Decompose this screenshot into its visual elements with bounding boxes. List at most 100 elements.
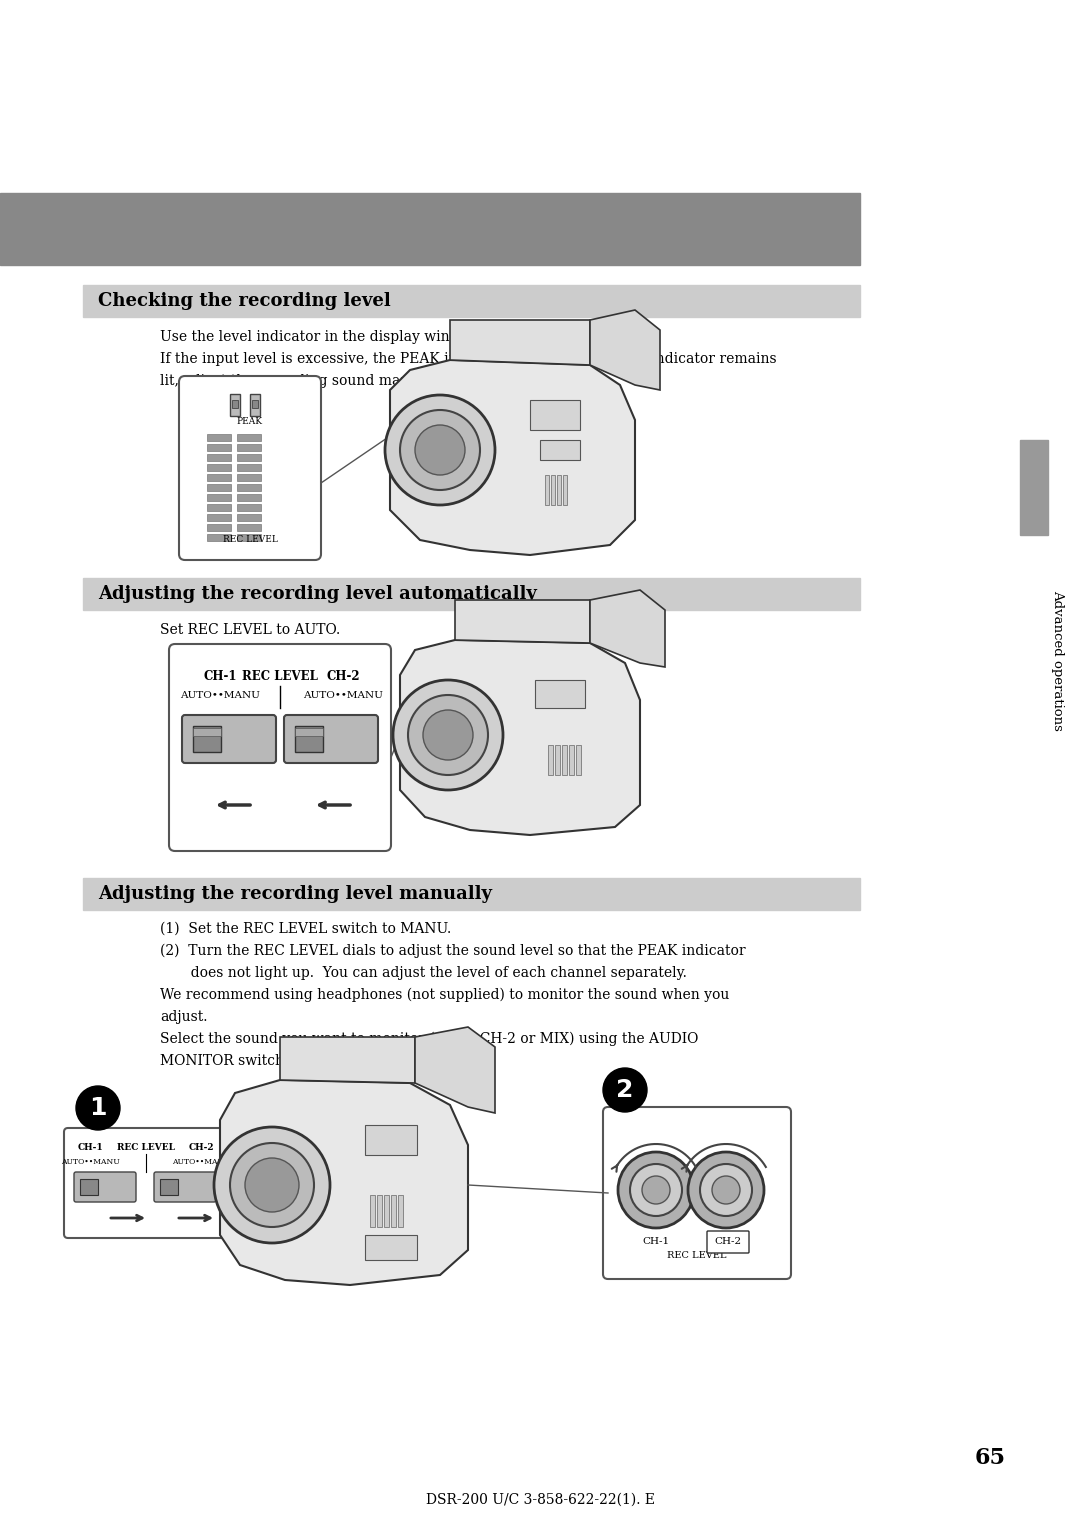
Text: If the input level is excessive, the PEAK indicator lights.  If the PEAK indicat: If the input level is excessive, the PEA… [160, 351, 777, 367]
Text: REC LEVEL: REC LEVEL [667, 1251, 727, 1261]
Bar [207, 533, 231, 541]
Bar [232, 400, 238, 408]
Bar [377, 1195, 382, 1227]
Text: PEAK: PEAK [237, 417, 264, 426]
Text: AUTO••MANU: AUTO••MANU [180, 692, 260, 700]
Circle shape [423, 711, 473, 759]
Bar [193, 726, 221, 752]
Bar [370, 1195, 375, 1227]
Polygon shape [590, 310, 660, 390]
FancyBboxPatch shape [154, 1172, 216, 1203]
Bar [207, 494, 231, 501]
Text: CH-1: CH-1 [643, 1238, 670, 1247]
Bar [0, 193, 860, 264]
Bar [551, 475, 555, 504]
Polygon shape [455, 601, 590, 643]
Bar [237, 533, 261, 541]
Circle shape [700, 1164, 752, 1216]
Bar [207, 484, 231, 490]
Text: Set REC LEVEL to AUTO.: Set REC LEVEL to AUTO. [160, 623, 340, 637]
Text: AUTO••MANU: AUTO••MANU [60, 1158, 120, 1166]
Bar [365, 1235, 417, 1261]
Circle shape [630, 1164, 681, 1216]
FancyBboxPatch shape [75, 1172, 136, 1203]
Bar [237, 454, 261, 461]
Bar [160, 1180, 178, 1195]
Bar [545, 475, 549, 504]
Polygon shape [400, 640, 640, 834]
Text: CH-1: CH-1 [77, 1143, 103, 1152]
Circle shape [603, 1068, 647, 1112]
Bar [237, 434, 261, 442]
Text: Adjusting the recording level automatically: Adjusting the recording level automatica… [98, 585, 537, 604]
Bar [237, 494, 261, 501]
Text: AUTO••MANU: AUTO••MANU [303, 692, 383, 700]
Circle shape [400, 410, 480, 490]
Bar [207, 454, 231, 461]
Bar [237, 484, 261, 490]
Bar [80, 1180, 98, 1195]
Text: does not light up.  You can adjust the level of each channel separately.: does not light up. You can adjust the le… [160, 966, 687, 979]
Bar [237, 504, 261, 510]
Text: lit, adjust the recording sound manually.: lit, adjust the recording sound manually… [160, 374, 446, 388]
Bar [230, 394, 240, 416]
Bar [557, 475, 561, 504]
FancyBboxPatch shape [603, 1106, 791, 1279]
Bar [237, 474, 261, 481]
Bar [237, 524, 261, 532]
Bar [237, 513, 261, 521]
Bar [563, 475, 567, 504]
Bar [384, 1195, 389, 1227]
FancyBboxPatch shape [179, 376, 321, 559]
FancyBboxPatch shape [64, 1128, 227, 1238]
Circle shape [408, 695, 488, 775]
Text: 65: 65 [974, 1447, 1005, 1468]
Polygon shape [390, 361, 635, 555]
Text: Select the sound you want to monitor (CH-1, CH-2 or MIX) using the AUDIO: Select the sound you want to monitor (CH… [160, 1031, 699, 1047]
Bar [535, 680, 585, 707]
Circle shape [415, 425, 465, 475]
Bar [540, 440, 580, 460]
Text: (1)  Set the REC LEVEL switch to MANU.: (1) Set the REC LEVEL switch to MANU. [160, 921, 451, 937]
FancyBboxPatch shape [284, 715, 378, 762]
Text: CH-2: CH-2 [715, 1238, 742, 1247]
Text: AUTO••MANU: AUTO••MANU [172, 1158, 230, 1166]
Circle shape [618, 1152, 694, 1229]
Circle shape [384, 396, 495, 504]
Bar [207, 445, 231, 451]
Bar [237, 465, 261, 471]
Circle shape [245, 1158, 299, 1212]
Text: 2: 2 [617, 1077, 634, 1102]
Circle shape [393, 680, 503, 790]
Text: Use the level indicator in the display window.: Use the level indicator in the display w… [160, 330, 482, 344]
Polygon shape [220, 1080, 468, 1285]
Bar [562, 746, 567, 775]
Bar [365, 1125, 417, 1155]
Text: Advanced operations: Advanced operations [1052, 590, 1065, 730]
Text: DSR-200 U/C 3-858-622-22(1). E: DSR-200 U/C 3-858-622-22(1). E [426, 1493, 654, 1507]
Polygon shape [415, 1027, 495, 1112]
Text: 1: 1 [90, 1096, 107, 1120]
Bar [249, 394, 260, 416]
Bar [252, 400, 258, 408]
Bar [207, 465, 231, 471]
FancyBboxPatch shape [183, 715, 276, 762]
Bar [207, 513, 231, 521]
Bar [83, 578, 860, 610]
Circle shape [76, 1086, 120, 1131]
Text: REC LEVEL: REC LEVEL [117, 1143, 175, 1152]
FancyBboxPatch shape [168, 643, 391, 851]
Polygon shape [280, 1038, 415, 1083]
Bar [295, 726, 323, 752]
Bar [83, 286, 860, 316]
Circle shape [642, 1177, 670, 1204]
Bar [555, 746, 561, 775]
Bar [1020, 440, 1048, 535]
Circle shape [688, 1152, 764, 1229]
Text: We recommend using headphones (not supplied) to monitor the sound when you: We recommend using headphones (not suppl… [160, 989, 729, 1002]
Bar [391, 1195, 396, 1227]
Bar [207, 474, 231, 481]
Circle shape [230, 1143, 314, 1227]
Bar [569, 746, 573, 775]
Bar [548, 746, 553, 775]
